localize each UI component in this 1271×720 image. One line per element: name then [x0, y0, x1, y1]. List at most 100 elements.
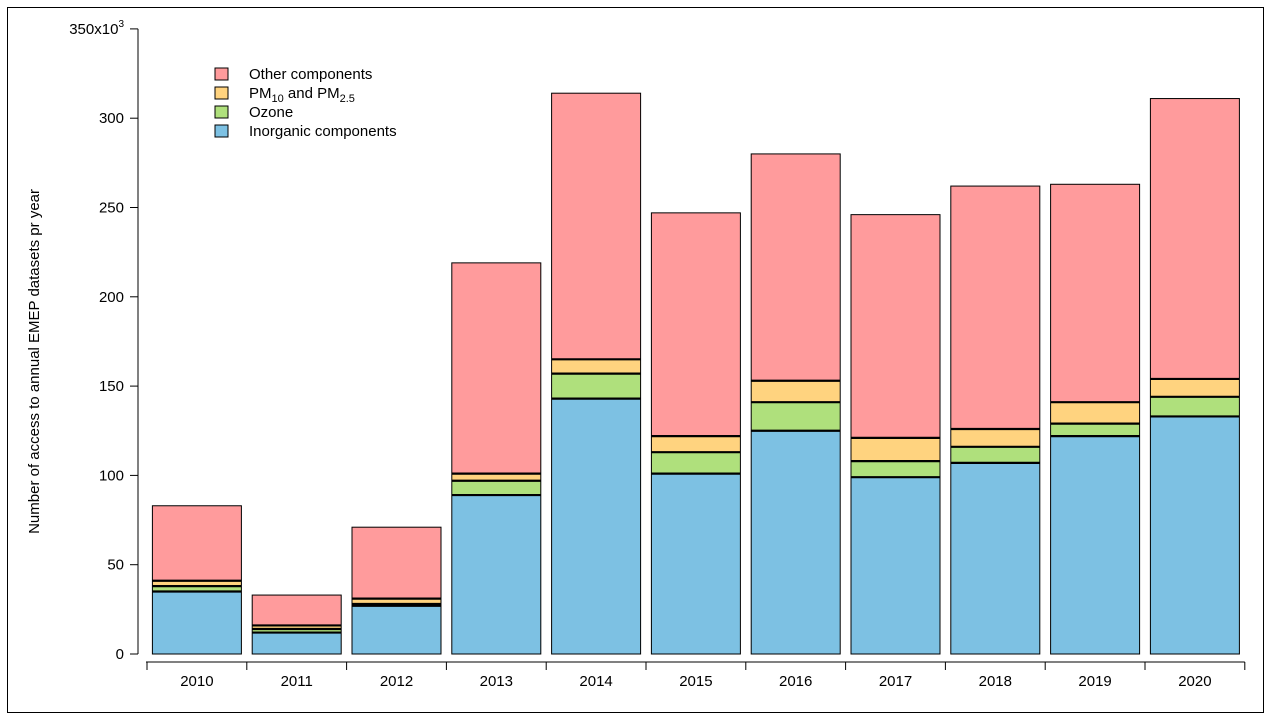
bar-segment-inorganic-2017 [851, 477, 940, 654]
legend-swatch-inorganic [214, 124, 229, 138]
x-tick-label-2020: 2020 [1178, 673, 1211, 690]
bar-segment-pm-2016 [751, 380, 841, 403]
bar-segment-pm-2018 [950, 428, 1040, 447]
bar-segment-other-2015 [651, 212, 741, 437]
stacked-bar-chart: 0 50 100 150 200 250 300 350x103 Number of acces… [26, 19, 1246, 690]
bar-segment-pm-2019 [1050, 402, 1140, 424]
bars [151, 92, 1240, 655]
bar-segment-pm-2020 [1150, 378, 1240, 397]
bar-segment-other-2013 [451, 262, 541, 474]
bar-2018 [950, 185, 1041, 655]
bar-segment-ozone-2020 [1150, 396, 1240, 417]
y-top-label: 350x103 [69, 19, 124, 38]
bar-outline [251, 594, 342, 655]
bar-outline [1050, 183, 1141, 655]
legend-swatch-ozone [214, 105, 229, 119]
bar-segment-other-2018 [950, 186, 1040, 429]
bar-segment-ozone-2014 [551, 373, 641, 399]
bar-segment-inorganic-2011 [252, 632, 342, 654]
bar-segment-inorganic-2010 [152, 591, 242, 654]
bar-2015 [650, 212, 741, 655]
legend-item-ozone: Ozone [214, 104, 293, 121]
bar-segment-pm-2010 [152, 580, 242, 587]
bar-2016 [750, 153, 841, 655]
bar-segment-inorganic-2012 [352, 605, 441, 654]
bar-segment-pm-2015 [651, 436, 741, 453]
bar-2019 [1050, 183, 1141, 655]
bar-2014 [551, 92, 642, 655]
y-tick-label: 50 [107, 557, 124, 574]
bar-segment-inorganic-2018 [950, 462, 1040, 654]
bar-segment-pm-2017 [851, 437, 940, 462]
bar-segment-other-2017 [851, 214, 940, 438]
legend-label-inorganic: Inorganic components [249, 123, 397, 140]
bar-segment-ozone-2016 [751, 402, 841, 431]
chart-frame: 0 50 100 150 200 250 300 350x103 Number of acces… [7, 7, 1264, 713]
bar-segment-ozone-2015 [651, 452, 741, 474]
bar-2010 [151, 505, 242, 655]
bar-outline [351, 526, 442, 655]
legend-swatch-other [214, 67, 229, 81]
bar-2017 [850, 214, 941, 655]
legend-item-other: Other components [214, 66, 372, 83]
bar-outline [750, 153, 841, 655]
y-tick-label: 200 [99, 289, 124, 306]
legend-swatch-pm [214, 86, 229, 100]
bar-segment-inorganic-2019 [1050, 436, 1140, 654]
y-tick-label: 0 [116, 646, 124, 663]
bar-segment-inorganic-2013 [451, 495, 541, 654]
bar-segment-inorganic-2016 [751, 430, 841, 654]
y-axis-label: Number of access to annual EMEP datasets… [26, 189, 43, 534]
bar-segment-inorganic-2020 [1150, 416, 1240, 654]
bar-outline [850, 214, 941, 655]
x-tick-label-2011: 2011 [281, 673, 313, 690]
x-tick-label-2016: 2016 [779, 673, 812, 690]
bar-outline [650, 212, 741, 655]
bar-outline [1149, 98, 1240, 655]
bar-segment-other-2016 [751, 153, 841, 381]
bar-segment-ozone-2019 [1050, 423, 1140, 437]
bar-segment-ozone-2011 [252, 628, 342, 633]
bar-segment-pm-2012 [352, 598, 441, 604]
bar-segment-ozone-2017 [851, 461, 940, 478]
bar-2012 [351, 526, 442, 655]
bar-outline [451, 262, 542, 655]
bar-outline [151, 505, 242, 655]
y-tick-label: 150 [99, 378, 124, 395]
bar-segment-pm-2014 [551, 359, 641, 374]
x-tick-label-2012: 2012 [380, 673, 413, 690]
bar-2013 [451, 262, 542, 655]
bar-segment-ozone-2010 [152, 586, 242, 592]
legend-item-inorganic: Inorganic components [214, 123, 397, 140]
x-tick-label-2019: 2019 [1078, 673, 1111, 690]
legend-label-pm: PM10 and PM2.5 [249, 85, 355, 105]
bar-segment-other-2019 [1050, 184, 1140, 403]
bar-segment-ozone-2013 [451, 480, 541, 496]
bar-2020 [1149, 98, 1240, 655]
legend-label-ozone: Ozone [249, 104, 293, 121]
bar-segment-other-2010 [152, 505, 242, 581]
x-tick-label-2018: 2018 [979, 673, 1012, 690]
x-tick-label-2010: 2010 [180, 673, 213, 690]
y-axis: 0 50 100 150 200 250 300 350x103 Number of acces… [26, 19, 139, 663]
bar-segment-pm-2013 [451, 473, 541, 481]
x-tick-label-2014: 2014 [579, 673, 612, 690]
x-tick-label-2017: 2017 [879, 673, 912, 690]
y-tick-label: 250 [99, 200, 124, 217]
bar-2011 [251, 594, 342, 655]
bar-segment-other-2020 [1150, 98, 1240, 379]
y-tick-label: 300 [99, 110, 124, 127]
bar-segment-other-2012 [352, 527, 441, 599]
bar-outline [950, 185, 1041, 655]
bar-segment-other-2011 [252, 595, 342, 626]
bar-segment-inorganic-2015 [651, 473, 741, 654]
x-tick-label-2013: 2013 [480, 673, 513, 690]
x-tick-label-2015: 2015 [679, 673, 712, 690]
bar-segment-inorganic-2014 [551, 398, 641, 654]
bar-segment-other-2014 [551, 93, 641, 360]
bar-segment-pm-2011 [252, 625, 342, 629]
bar-outline [551, 92, 642, 655]
legend-label-other: Other components [249, 66, 372, 83]
bar-segment-ozone-2018 [950, 446, 1040, 463]
